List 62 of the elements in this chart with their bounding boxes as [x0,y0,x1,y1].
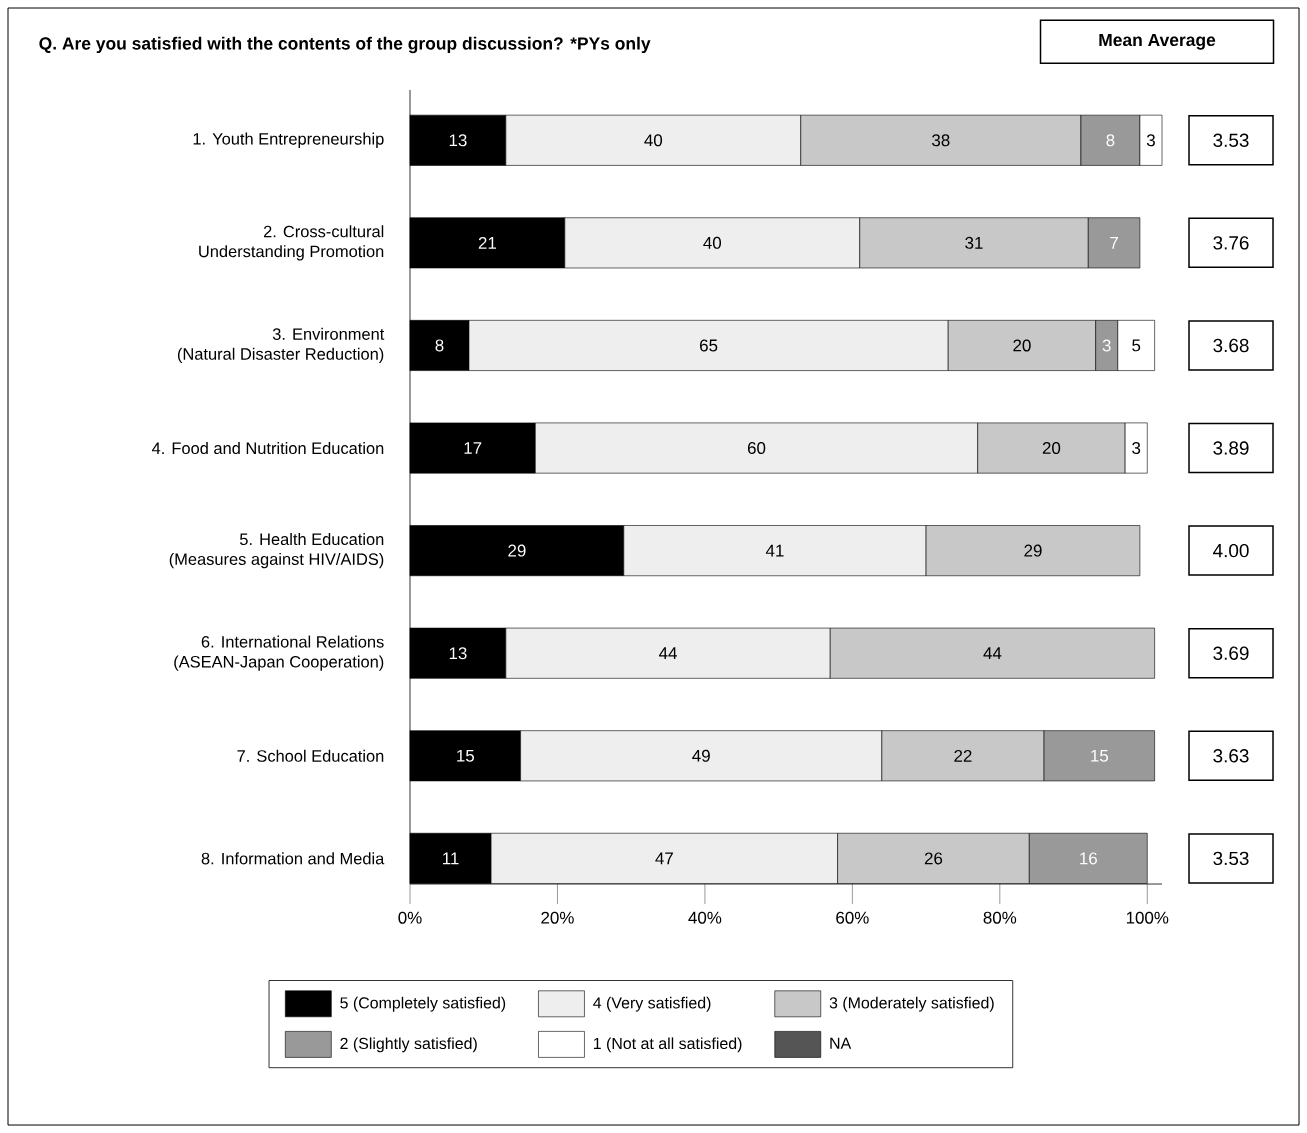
x-tick-label: 100% [1126,911,1169,924]
text: 3.89 [1213,441,1249,455]
data-label: 7 [1110,237,1118,249]
data-label: 3 [1102,339,1111,352]
data-label: 40 [703,236,722,249]
data-label: 60 [747,442,766,455]
text: 3.53 [1213,851,1249,866]
data-label: 22 [954,749,972,762]
text: 3.53 [1213,133,1249,147]
x-tick-label: 0% [398,911,422,924]
y-tick-label: 6. International Relations (ASEAN-Japan Cooperation) [174,635,384,671]
data-label: 3 [1146,134,1155,147]
data-label: 31 [965,236,983,249]
y-tick-label: 3. Environment (Natural Disaster Reduction) [177,327,385,364]
legend-label: 5 (Completely satisfied) [340,996,506,1012]
legend-label: 1 (Not at all satisfied) [593,1037,742,1053]
data-label: 8 [1106,134,1115,147]
data-label: 15 [457,749,474,762]
data-label: 44 [983,647,1002,660]
data-label: 21 [478,236,497,249]
data-label: 38 [932,134,950,147]
legend-label: 3 (Moderately satisfied) [829,996,994,1012]
data-label: 16 [1080,852,1097,865]
data-label: 65 [700,339,718,352]
data-label: 40 [644,134,663,147]
chart-title: Q. Are you satisfied with the contents of the group discussion? *PYs only [39,36,651,54]
text: 3.69 [1213,646,1249,660]
legend-label: 4 (Very satisfied) [593,996,711,1012]
text: 3.68 [1213,338,1249,353]
y-tick-label: 5. Health Education (Measures against HIV/AIDS) [169,533,384,569]
text: 3.63 [1213,749,1249,763]
x-tick-label: 60% [836,911,869,924]
data-label: 13 [449,134,467,147]
y-tick-label: 1. Youth Entrepreneurship [193,132,384,148]
data-label: 49 [692,749,710,762]
y-tick-label: 8. Information and Media [201,852,385,865]
x-tick-label: 40% [688,911,722,924]
x-tick-label: 80% [983,911,1017,924]
y-tick-label: 7. School Education [237,749,384,762]
data-label: 20 [1042,442,1061,455]
data-label: 47 [655,852,673,865]
data-label: 44 [659,647,677,660]
text: 3.76 [1213,236,1249,250]
data-label: 13 [449,647,467,660]
data-label: 11 [443,852,459,865]
legend-label: NA [830,1037,852,1049]
data-label: 41 [765,544,784,557]
data-label: 3 [1132,442,1141,455]
data-label: 29 [1024,544,1042,557]
data-label: 26 [924,852,943,865]
data-label: 17 [464,442,482,454]
legend-label: 2 (Slightly satisfied) [340,1037,477,1053]
data-label: 8 [435,339,444,352]
text: Mean Average [1099,33,1216,50]
data-label: 5 [1132,339,1141,352]
y-tick-label: 4. Food and Nutrition Education [151,442,384,455]
x-tick-label: 20% [541,911,574,924]
y-tick-label: 2. Cross-cultural Understanding Promotion [199,225,384,261]
data-label: 20 [1013,339,1031,352]
data-label: 29 [508,544,526,557]
text: 4.00 [1213,543,1249,558]
data-label: 15 [1091,749,1109,762]
